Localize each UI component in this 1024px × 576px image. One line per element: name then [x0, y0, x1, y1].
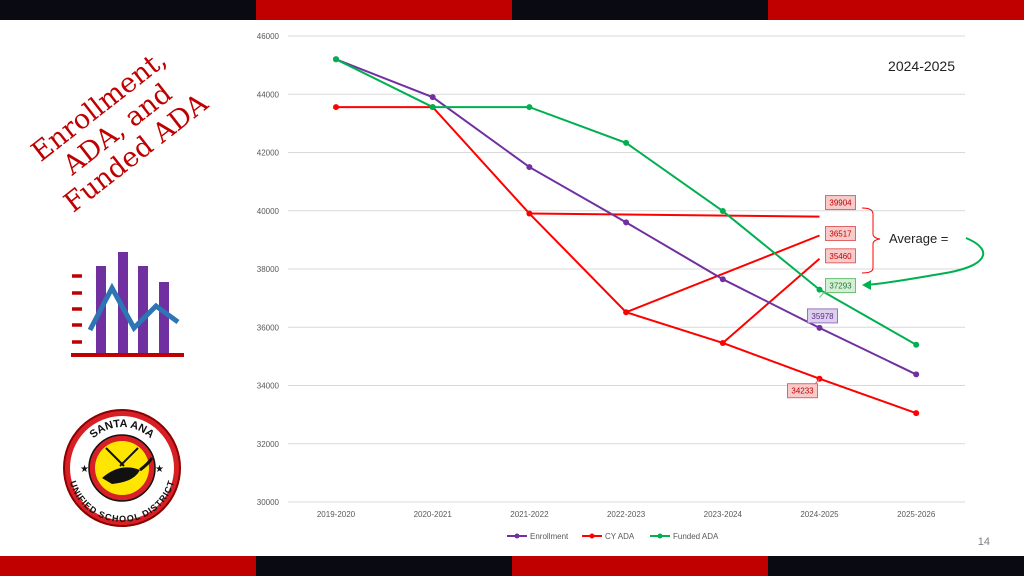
y-tick-label: 36000 [257, 323, 280, 332]
legend-label: CY ADA [605, 532, 635, 541]
value-callout-box [807, 308, 838, 324]
value-callout-box [787, 383, 818, 399]
data-point-funded-ada [913, 341, 920, 348]
x-tick-label: 2022-2023 [607, 510, 646, 519]
y-tick-label: 42000 [257, 149, 280, 158]
cy-ada-projection-line [625, 234, 820, 314]
value-callout-box [825, 195, 856, 211]
bottom-color-band [0, 556, 1024, 576]
cy-ada-projection-line [529, 212, 820, 218]
legend-marker [657, 533, 663, 539]
year-label: 2024-2025 [888, 58, 955, 74]
cy-ada-projection-line [722, 258, 821, 344]
average-label: Average = [889, 231, 948, 246]
average-arrow-head [862, 280, 871, 290]
legend-marker [589, 533, 595, 539]
bar-chart-icon [71, 252, 184, 357]
data-point-cy-ada [623, 309, 630, 316]
y-tick-label: 46000 [257, 32, 280, 41]
data-point-funded-ada [623, 139, 630, 146]
value-callout-label: 37293 [829, 282, 852, 291]
top-color-band [0, 0, 1024, 20]
x-tick-label: 2021-2022 [510, 510, 549, 519]
value-callout-label: 39904 [829, 199, 852, 208]
value-callout-label: 34233 [791, 387, 814, 396]
value-callout-box [825, 248, 856, 264]
district-logo: SANTA ANA UNIFIED SCHOOL DISTRICT ★ ★ [63, 409, 181, 527]
data-point-enrollment [429, 94, 436, 101]
data-point-enrollment [623, 219, 630, 226]
data-point-enrollment [913, 371, 920, 378]
value-callout-label: 35978 [811, 312, 834, 321]
legend-label: Enrollment [530, 532, 569, 541]
legend-label: Funded ADA [673, 532, 719, 541]
data-point-funded-ada [429, 104, 436, 111]
logo-star-right: ★ [155, 464, 164, 475]
data-point-cy-ada [913, 410, 920, 417]
data-point-funded-ada [719, 208, 726, 215]
logo-star-left: ★ [80, 464, 89, 475]
value-callout-label: 36517 [829, 230, 852, 239]
data-point-funded-ada [816, 286, 823, 293]
legend-marker [514, 533, 520, 539]
y-tick-label: 40000 [257, 207, 280, 216]
data-point-cy-ada [719, 339, 726, 346]
data-point-cy-ada [333, 104, 339, 111]
y-tick-label: 32000 [257, 440, 280, 449]
y-tick-label: 34000 [257, 382, 280, 391]
data-point-enrollment [816, 324, 823, 331]
data-point-funded-ada [333, 56, 339, 63]
average-bracket [861, 207, 881, 274]
average-arrow [865, 237, 985, 286]
data-point-enrollment [526, 164, 533, 171]
y-tick-label: 30000 [257, 498, 280, 507]
x-tick-label: 2024-2025 [800, 510, 839, 519]
value-callout-box [825, 278, 856, 294]
x-tick-label: 2020-2021 [414, 510, 453, 519]
data-point-funded-ada [526, 104, 533, 111]
page-number: 14 [977, 536, 990, 548]
x-tick-label: 2019-2020 [317, 510, 356, 519]
value-callout-label: 35460 [829, 252, 852, 261]
y-tick-label: 44000 [257, 90, 280, 99]
y-tick-label: 38000 [257, 265, 280, 274]
value-callout-box [825, 226, 856, 242]
data-point-enrollment [719, 276, 726, 283]
data-point-cy-ada [526, 210, 533, 217]
x-tick-label: 2023-2024 [704, 510, 743, 519]
x-tick-label: 2025-2026 [897, 510, 936, 519]
